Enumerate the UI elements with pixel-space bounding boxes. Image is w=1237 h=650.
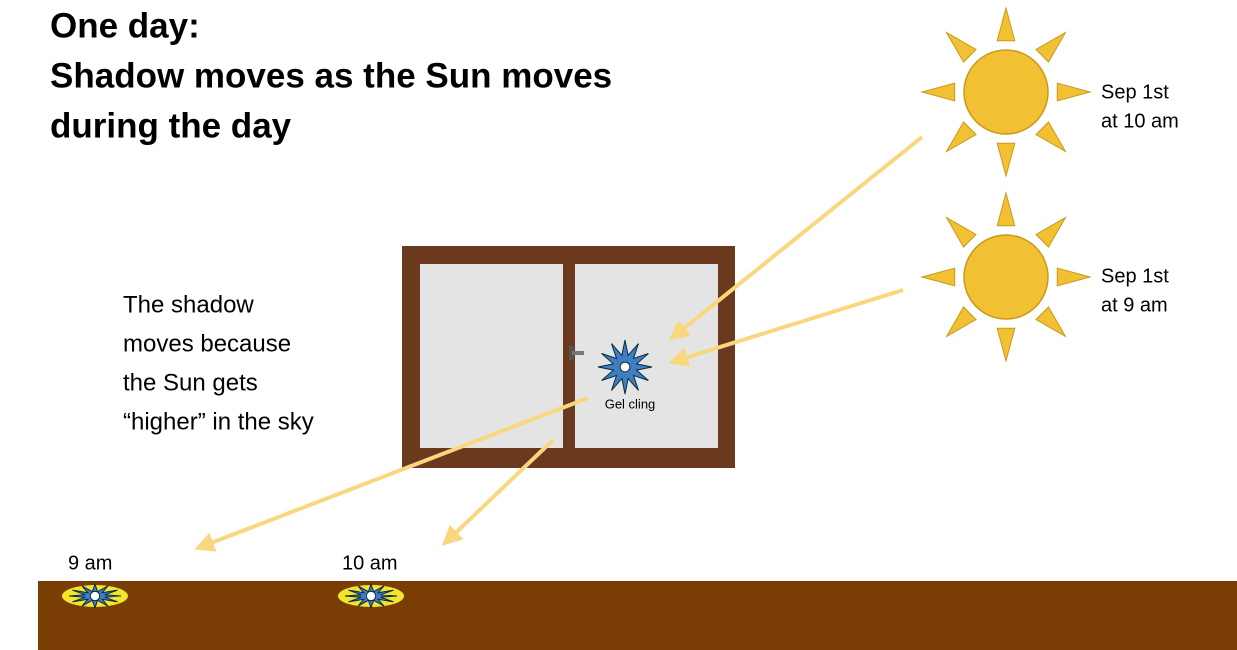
time-label: 10 am xyxy=(342,552,398,574)
gel-center xyxy=(90,591,99,600)
note-line: moves because xyxy=(123,330,291,357)
sun xyxy=(964,50,1048,134)
sun-ray-triangle xyxy=(997,143,1015,176)
note-line: The shadow xyxy=(123,291,254,318)
window-handle xyxy=(572,351,584,355)
sun-ray-triangle xyxy=(947,218,976,247)
diagram: One day: Shadow moves as the Sun moves d… xyxy=(0,0,1237,650)
title-line: during the day xyxy=(50,106,292,145)
sun-label: at 9 am xyxy=(1101,294,1168,316)
sun-ray-triangle xyxy=(1036,218,1065,247)
sun-label: Sep 1st xyxy=(1101,265,1169,287)
sun-ray-triangle xyxy=(1057,268,1090,286)
sun-ray-triangle xyxy=(922,83,955,101)
time-label: 9 am xyxy=(68,552,112,574)
sun-ray-triangle xyxy=(997,8,1015,41)
title-line: Shadow moves as the Sun moves xyxy=(50,56,612,95)
gel-center xyxy=(366,591,375,600)
note-line: “higher” in the sky xyxy=(123,408,314,435)
page: {"title": ["One day:", "Shadow moves as … xyxy=(0,0,1237,650)
sun-ray-triangle xyxy=(1036,307,1065,336)
sun-ray-triangle xyxy=(997,193,1015,226)
sun-ray-triangle xyxy=(947,33,976,62)
sun-ray-triangle xyxy=(997,328,1015,361)
sun-label: Sep 1st xyxy=(1101,81,1169,103)
sun-ray-triangle xyxy=(947,122,976,151)
gel-label: Gel cling xyxy=(605,396,656,411)
sun-ray-triangle xyxy=(947,307,976,336)
sun-label: at 10 am xyxy=(1101,110,1179,132)
note-line: the Sun gets xyxy=(123,369,258,396)
title-line: One day: xyxy=(50,6,200,45)
sun-ray-triangle xyxy=(1057,83,1090,101)
sun-ray-triangle xyxy=(922,268,955,286)
window-pane xyxy=(420,264,563,448)
sun xyxy=(964,235,1048,319)
gel-center xyxy=(620,362,630,372)
sun-ray xyxy=(672,137,922,338)
ground xyxy=(38,581,1237,650)
sun-ray-triangle xyxy=(1036,122,1065,151)
sun-ray-triangle xyxy=(1036,33,1065,62)
